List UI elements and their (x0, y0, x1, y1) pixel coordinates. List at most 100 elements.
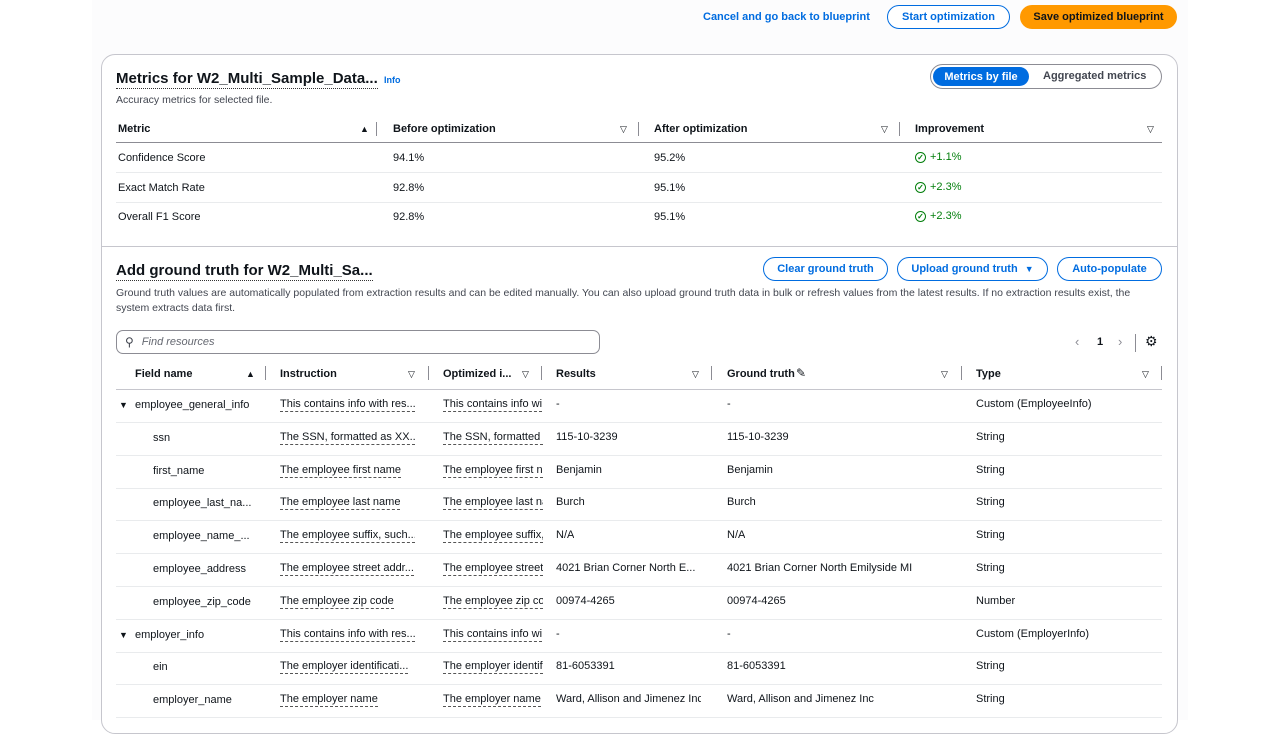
optimized-instruction[interactable]: This contains info wi (443, 398, 543, 412)
improvement-value: ✓ +2.3% (915, 210, 962, 222)
sort-icon[interactable]: ▽ (408, 369, 415, 379)
row-divider (116, 717, 1162, 719)
instruction[interactable]: The employee last name (280, 496, 401, 511)
column-separator (711, 366, 712, 380)
optimized-instruction[interactable]: This contains info wi (443, 627, 543, 642)
info-link[interactable]: Info (384, 75, 401, 85)
field-name: first_name (153, 464, 205, 477)
column-separator (961, 366, 962, 380)
optimized-instruction[interactable]: The employee first n (443, 463, 543, 478)
row-divider (116, 586, 1162, 587)
column-header[interactable]: Improvement (915, 123, 985, 135)
result-value: Ward, Allison and Jimenez Inc (556, 693, 701, 706)
before-value: 92.8% (393, 181, 425, 194)
row-divider (116, 553, 1162, 555)
ground-truth-value[interactable]: 81-6053391 (727, 660, 786, 673)
clear-ground-truth-button[interactable]: Clear ground truth (763, 257, 888, 281)
instruction[interactable]: The employer name (280, 693, 378, 708)
sort-ascending-icon[interactable]: ▲ (246, 369, 255, 379)
column-header[interactable]: Field name (135, 368, 193, 380)
next-page-icon[interactable]: › (1118, 334, 1123, 349)
result-value: 81-6053391 (556, 660, 615, 673)
auto-populate-button[interactable]: Auto-populate (1057, 257, 1162, 281)
column-separator (1161, 366, 1162, 380)
upload-ground-truth-button[interactable]: Upload ground truth ▼ (897, 257, 1048, 281)
prev-page-icon[interactable]: ‹ (1075, 334, 1080, 349)
sort-icon[interactable]: ▽ (692, 369, 699, 379)
optimized-instruction[interactable]: The employee street (443, 562, 543, 576)
row-divider (116, 487, 1162, 489)
type: String (976, 529, 1005, 542)
ground-truth-value[interactable]: - (727, 627, 731, 640)
column-header[interactable]: Metric (118, 123, 151, 135)
optimized-instruction[interactable]: The employer name (443, 693, 541, 708)
instruction[interactable]: The employee first name (280, 463, 402, 478)
check-circle-icon: ✓ (915, 152, 926, 163)
result-value: 115-10-3239 (556, 430, 618, 443)
instruction[interactable]: The SSN, formatted as XX... (280, 430, 415, 445)
ground-truth-value[interactable]: 115-10-3239 (727, 430, 789, 443)
ground-truth-value[interactable]: 00974-4265 (727, 594, 786, 607)
gear-icon[interactable]: ⚙ (1145, 333, 1158, 349)
caret-down-icon: ▼ (1024, 264, 1034, 274)
row-divider (116, 651, 1162, 653)
ground-truth-value[interactable]: Burch (727, 496, 756, 509)
search-input[interactable]: ⚲ Find resources (116, 330, 600, 354)
column-header[interactable]: Before optimization (393, 123, 496, 135)
improvement-value: ✓ +1.1% (915, 151, 962, 163)
instruction[interactable]: The employee suffix, such... (280, 529, 415, 544)
instruction[interactable]: The employer identificati... (280, 660, 409, 675)
row-divider (116, 172, 1162, 173)
toggle-aggregated-metrics[interactable]: Aggregated metrics (1043, 70, 1147, 82)
sort-icon[interactable]: ▽ (881, 124, 888, 134)
field-name: employee_last_na... (153, 497, 252, 510)
optimized-instruction[interactable]: The employer identif (443, 660, 543, 675)
ground-truth-value[interactable]: Ward, Allison and Jimenez Inc (727, 693, 874, 706)
sort-icon[interactable]: ▽ (522, 369, 529, 379)
optimized-instruction[interactable]: The employee zip co (443, 594, 543, 609)
optimized-instruction[interactable]: The employee last na (443, 496, 543, 511)
ground-truth-value[interactable]: N/A (727, 529, 746, 542)
column-header[interactable]: After optimization (654, 123, 748, 135)
column-header[interactable]: Results (556, 368, 596, 380)
type: Custom (EmployerInfo) (976, 627, 1090, 640)
view-toggle: Metrics by file Aggregated metrics (930, 64, 1162, 89)
instruction[interactable]: The employee street addr... (280, 562, 414, 576)
sort-icon[interactable]: ▽ (1147, 124, 1154, 134)
column-header[interactable]: Type (976, 368, 1001, 380)
row-divider (116, 422, 1162, 423)
expand-caret-icon[interactable]: ▼ (119, 629, 128, 640)
optimized-instruction[interactable]: The employee suffix, (443, 529, 543, 544)
sort-icon[interactable]: ▽ (620, 124, 627, 134)
column-header[interactable]: Instruction (280, 368, 337, 380)
ground-truth-value[interactable]: 4021 Brian Corner North Emilyside MI (727, 562, 913, 574)
column-separator (428, 366, 429, 380)
result-value: - (556, 398, 560, 410)
save-optimized-blueprint-button[interactable]: Save optimized blueprint (1020, 5, 1177, 29)
page-number[interactable]: 1 (1097, 336, 1104, 348)
ground-truth-value[interactable]: Benjamin (727, 463, 773, 476)
start-optimization-button[interactable]: Start optimization (887, 5, 1010, 29)
field-name: employee_zip_code (153, 595, 251, 608)
column-header[interactable]: Optimized i... (443, 368, 512, 380)
row-divider (116, 454, 1162, 456)
optimized-instruction[interactable]: The SSN, formatted a (443, 430, 543, 445)
column-separator (541, 366, 542, 380)
instruction[interactable]: This contains info with res... (280, 398, 415, 412)
instruction[interactable]: The employee zip code (280, 594, 394, 609)
sort-icon[interactable]: ▽ (1142, 369, 1149, 379)
sort-ascending-icon[interactable]: ▲ (360, 124, 369, 134)
ground-truth-description: Ground truth values are automatically po… (116, 287, 1131, 314)
column-header[interactable]: Ground truth (727, 368, 795, 380)
instruction[interactable]: This contains info with res... (280, 627, 415, 642)
metric-name: Exact Match Rate (118, 181, 205, 194)
row-divider (116, 520, 1162, 522)
toggle-metrics-by-file[interactable]: Metrics by file (933, 67, 1029, 86)
cancel-link[interactable]: Cancel and go back to blueprint (703, 11, 870, 23)
ground-truth-value[interactable]: - (727, 398, 731, 410)
pencil-icon: ✎ (796, 366, 807, 380)
sort-icon[interactable]: ▽ (941, 369, 948, 379)
result-value: 00974-4265 (556, 594, 615, 607)
divider (1135, 334, 1136, 352)
expand-caret-icon[interactable]: ▼ (119, 400, 128, 410)
